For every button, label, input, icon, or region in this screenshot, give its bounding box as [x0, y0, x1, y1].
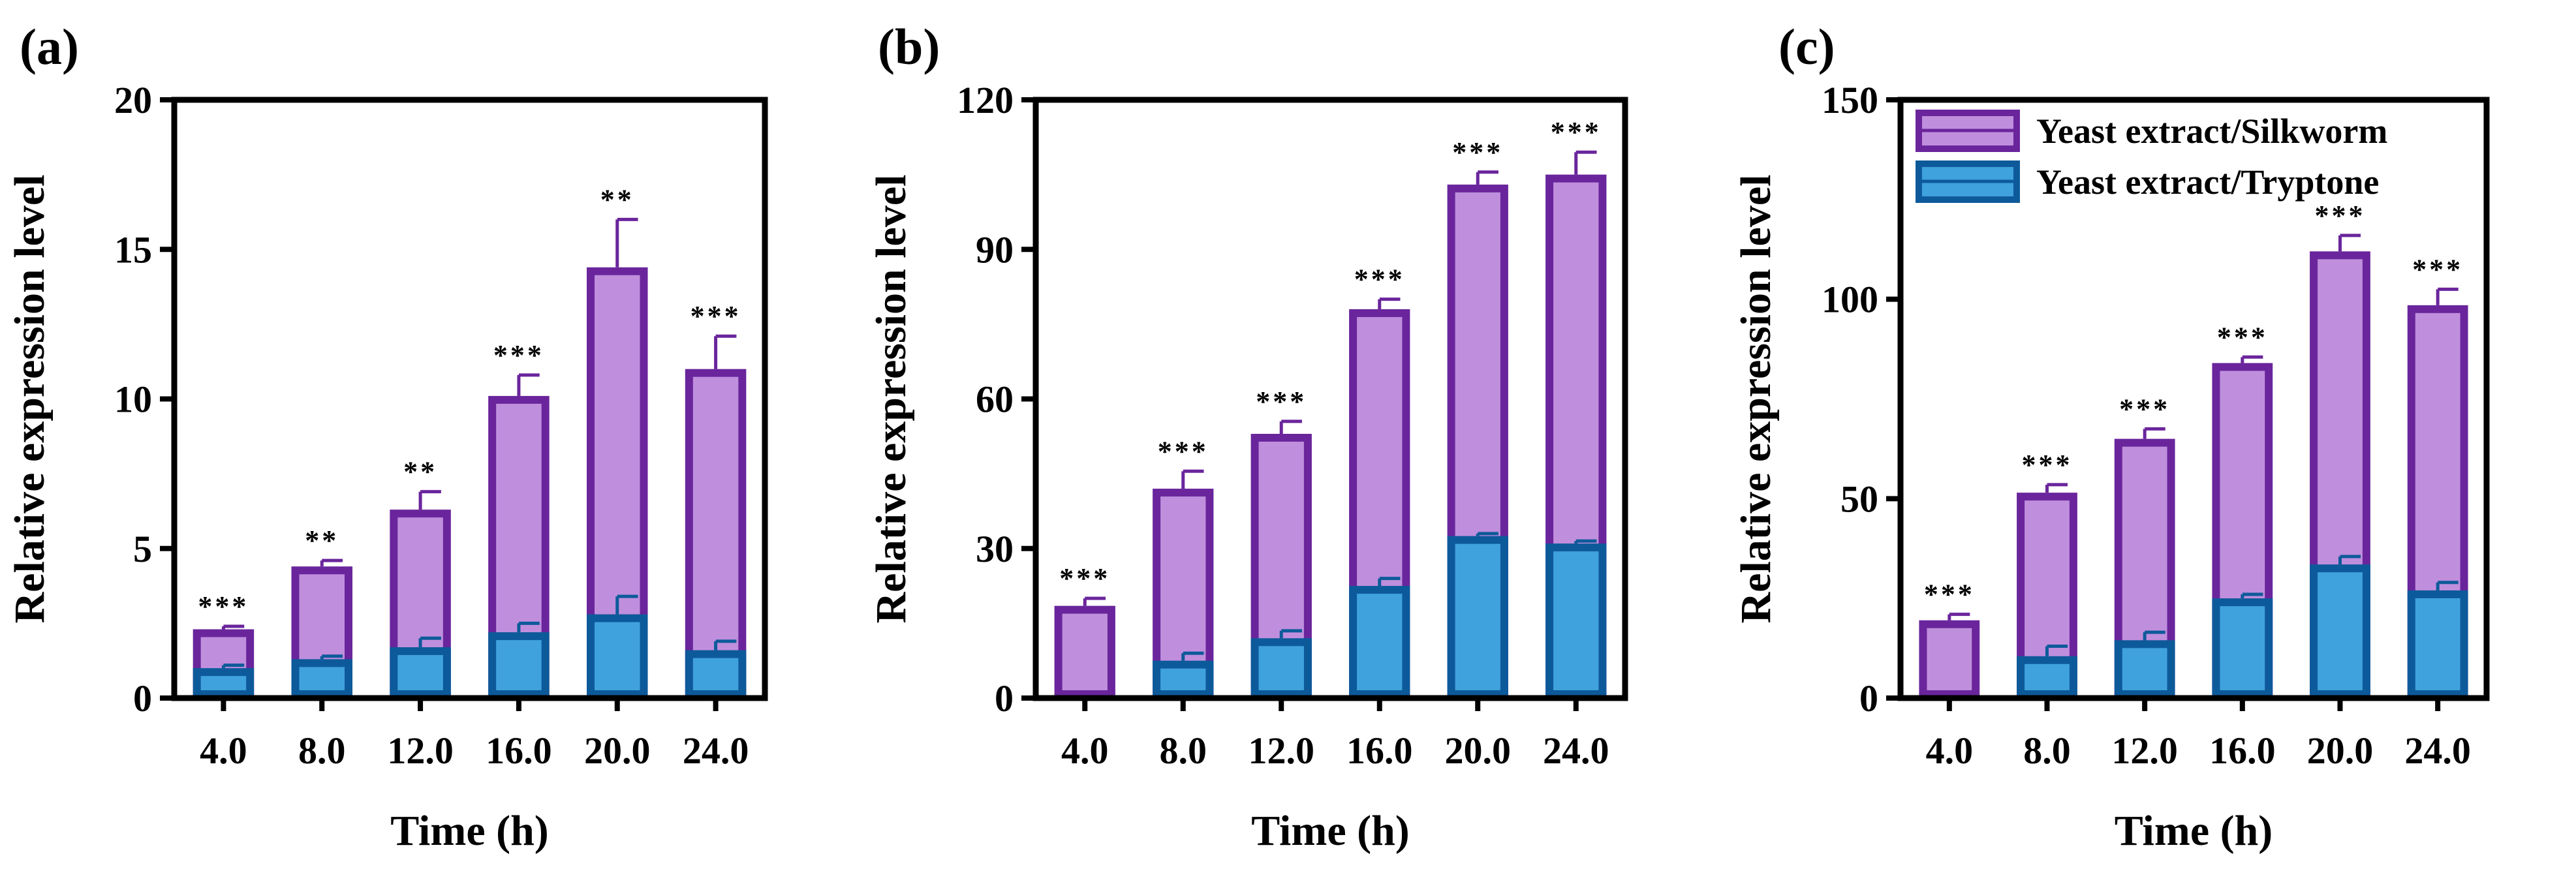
tryptone-bar [685, 650, 747, 699]
tryptone-bar [291, 659, 353, 699]
x-tick-label: 20.0 [2307, 729, 2374, 772]
y-tick-label: 120 [957, 79, 1014, 121]
significance-label: *** [1452, 136, 1503, 168]
x-tick-label: 12.0 [2111, 729, 2178, 772]
x-tick-label: 16.0 [486, 729, 552, 772]
significance-label: *** [2022, 449, 2073, 481]
y-tick-label: 150 [1822, 79, 1878, 121]
y-axis-title: Relative expression level [6, 175, 54, 624]
y-tick-label: 10 [114, 378, 152, 421]
y-tick-label: 20 [114, 79, 152, 121]
significance-label: ** [403, 456, 437, 488]
significance-label: *** [493, 339, 544, 371]
x-axis-title: Time (h) [390, 807, 549, 855]
significance-label: *** [1059, 562, 1110, 594]
plot-frame [1897, 97, 2490, 701]
tryptone-bar [2114, 640, 2175, 699]
significance-label: *** [2315, 200, 2366, 232]
x-axis-title: Time (h) [1251, 807, 1410, 855]
y-tick-label: 30 [976, 528, 1014, 570]
significance-label: *** [1551, 116, 1602, 148]
y-tick-label: 0 [995, 677, 1014, 720]
x-tick-label: 20.0 [584, 729, 651, 772]
tryptone-bar [1545, 543, 1607, 698]
y-axis-title: Relative expression level [867, 175, 915, 624]
legend-label-silkworm: Yeast extract/Silkworm [2036, 112, 2387, 151]
significance-label: ** [600, 183, 634, 215]
x-tick-label: 16.0 [2209, 729, 2276, 772]
chart-panel-0: (a) *** 4.0 ** 8.0 ** 12.0 *** 16.0 ** 20.0 *** 24.0… [6, 18, 768, 855]
x-tick-label: 8.0 [2023, 729, 2071, 772]
plot-frame [171, 97, 768, 701]
y-tick-label: 100 [1822, 279, 1878, 321]
y-axis-title: Relative expression level [1732, 175, 1780, 624]
x-tick-label: 12.0 [1249, 729, 1315, 772]
significance-label: ** [305, 525, 339, 556]
y-tick-label: 5 [133, 528, 152, 570]
x-tick-label: 4.0 [1926, 729, 1974, 772]
significance-label: *** [1158, 435, 1209, 467]
y-tick-label: 0 [1859, 677, 1878, 720]
silkworm-bar [1054, 605, 1115, 698]
x-tick-label: 8.0 [298, 729, 346, 772]
significance-label: *** [691, 300, 741, 332]
panel-label: (c) [1778, 18, 1835, 75]
significance-label: *** [198, 590, 249, 622]
y-tick-label: 15 [114, 228, 152, 271]
panel-label: (a) [20, 18, 79, 75]
x-tick-label: 16.0 [1346, 729, 1413, 772]
y-tick-label: 90 [976, 228, 1014, 271]
y-tick-label: 60 [976, 378, 1014, 421]
significance-label: *** [1924, 579, 1975, 611]
x-tick-label: 4.0 [200, 729, 247, 772]
tryptone-bar [2017, 656, 2077, 698]
chart-panel-1: (b) *** 4.0 *** 8.0 *** 12.0 *** 16.0 *** 20.0 *** 2… [867, 18, 1628, 855]
tryptone-bar [1447, 536, 1508, 698]
chart-panel-2: (c) *** 4.0 *** 8.0 *** 12.0 *** 16.0 *** 20.0 *** 2… [1732, 18, 2490, 855]
tryptone-bar [390, 647, 451, 698]
x-tick-label: 4.0 [1061, 729, 1109, 772]
plot-frame [1032, 97, 1628, 701]
significance-label: *** [1354, 264, 1405, 296]
tryptone-bar [1349, 586, 1410, 698]
x-tick-label: 24.0 [1543, 729, 1609, 772]
tryptone-bar [193, 668, 255, 699]
tryptone-bar [488, 632, 550, 699]
tryptone-bar [2212, 598, 2273, 699]
legend: Yeast extract/Silkworm Yeast extract/Tryp… [1916, 110, 2387, 203]
x-axis-title: Time (h) [2115, 807, 2273, 855]
significance-label: *** [1256, 386, 1307, 418]
panel-label: (b) [878, 18, 940, 75]
significance-label: *** [2412, 253, 2463, 285]
significance-label: *** [2119, 393, 2170, 425]
y-tick-label: 0 [133, 677, 152, 720]
tryptone-bar [2310, 564, 2370, 698]
x-tick-label: 8.0 [1160, 729, 1207, 772]
significance-label: *** [2217, 321, 2268, 353]
tryptone-bar [1250, 638, 1312, 698]
x-tick-label: 20.0 [1445, 729, 1512, 772]
legend-label-tryptone: Yeast extract/Tryptone [2036, 162, 2379, 202]
tryptone-bar [1153, 660, 1214, 698]
silkworm-bar [1919, 620, 1980, 698]
tryptone-bar [586, 614, 648, 698]
x-tick-label: 12.0 [387, 729, 454, 772]
y-tick-label: 50 [1840, 478, 1878, 520]
x-tick-label: 24.0 [683, 729, 749, 772]
x-tick-label: 24.0 [2404, 729, 2471, 772]
tryptone-bar [2407, 590, 2468, 698]
